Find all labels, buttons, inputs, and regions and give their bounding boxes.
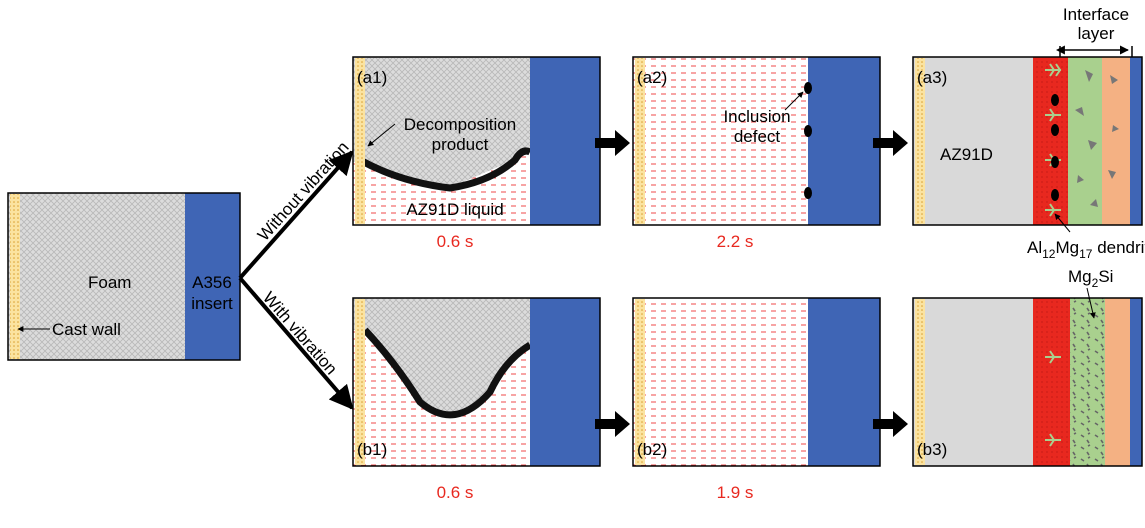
text: dendrite: [1092, 238, 1145, 257]
panel-b3: (b3) Mg2Si: [913, 267, 1142, 466]
branch-arrow: [240, 152, 352, 278]
label: AZ91D: [940, 145, 993, 164]
label: Foam: [88, 273, 131, 292]
label: Interface: [1063, 5, 1129, 24]
inclusion: [804, 82, 812, 94]
text: Mg: [1055, 238, 1079, 257]
panel-label: (a2): [637, 68, 667, 87]
panel-b2: (b2) 1.9 s: [633, 298, 880, 502]
time: 0.6 s: [437, 483, 474, 502]
panel-a3: (a3) AZ91D Interface layer Al12Mg17 dend…: [913, 5, 1145, 261]
inclusion: [804, 125, 812, 137]
panel-label: (b1): [357, 440, 387, 459]
layer-orange: [1105, 298, 1130, 466]
inclusion: [1051, 156, 1059, 168]
insert: [808, 298, 880, 466]
time: 1.9 s: [717, 483, 754, 502]
insert: [530, 298, 600, 466]
label: layer: [1078, 24, 1115, 43]
initial-panel: Foam A356 insert Cast wall: [8, 193, 240, 360]
diagram: Foam A356 insert Cast wall Without vibra…: [0, 0, 1145, 523]
text: Al: [1027, 238, 1042, 257]
panel-label: (a3): [917, 68, 947, 87]
layer-orange: [1102, 57, 1130, 225]
panel-label: (b2): [637, 440, 667, 459]
branch-label: Without vibration: [254, 138, 353, 245]
label: Inclusion: [723, 107, 790, 126]
insert: [1130, 57, 1142, 225]
inclusion: [1051, 94, 1059, 106]
label: Cast wall: [52, 320, 121, 339]
panel-label: (a1): [357, 68, 387, 87]
layer-red: [1033, 57, 1068, 225]
inclusion: [1051, 124, 1059, 136]
inclusion: [804, 187, 812, 199]
time: 0.6 s: [437, 232, 474, 251]
inclusion: [1051, 189, 1059, 201]
label: insert: [191, 294, 233, 313]
label: product: [432, 135, 489, 154]
branch-label: With vibration: [259, 288, 341, 378]
label: AZ91D liquid: [406, 200, 503, 219]
label: Decomposition: [404, 115, 516, 134]
panel-label: (b3): [917, 440, 947, 459]
text: 17: [1079, 247, 1093, 261]
text: Mg: [1068, 267, 1092, 286]
panel-a1: (a1) Decomposition product AZ91D liquid …: [353, 57, 600, 251]
time: 2.2 s: [717, 232, 754, 251]
insert: [530, 57, 600, 225]
label: A356: [192, 273, 232, 292]
label: defect: [734, 127, 781, 146]
insert: [808, 57, 880, 225]
layer-green: [1070, 298, 1105, 466]
label: Mg2Si: [1068, 267, 1113, 290]
text: 12: [1042, 247, 1056, 261]
label: Al12Mg17 dendrite: [1027, 238, 1145, 261]
text: Si: [1098, 267, 1113, 286]
panel-a2: (a2) Inclusion defect 2.2 s: [633, 57, 880, 251]
layer-green: [1068, 57, 1102, 225]
cast-wall: [10, 194, 20, 359]
panel-b1: (b1) 0.6 s: [353, 298, 600, 502]
insert: [1130, 298, 1142, 466]
